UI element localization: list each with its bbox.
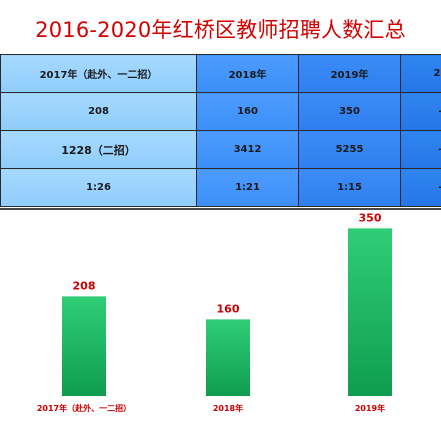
bar-value-label: 350 xyxy=(359,211,382,224)
table-cell: 1:21 xyxy=(196,168,299,207)
table-cell: 2017年（赴外、一二招） xyxy=(0,54,197,93)
table-cell: - xyxy=(400,130,441,169)
bar-chart: 208 2017年（赴外、一二招） 160 2018年 350 2019年 xyxy=(37,211,392,413)
table-cell: 350 xyxy=(298,92,401,131)
table-cell: 2018年 xyxy=(196,54,299,93)
table-cell: - xyxy=(400,168,441,207)
bar-value-label: 160 xyxy=(217,302,240,315)
category-label: 2017年（赴外、一二招） xyxy=(37,403,131,413)
bar xyxy=(348,228,392,396)
page-title: 2016-2020年红桥区教师招聘人数汇总 xyxy=(35,18,406,42)
table-row: 1228（二招） 3412 5255 - xyxy=(0,130,441,169)
table-row: 208 160 350 - xyxy=(0,92,441,131)
table-cell: 2019年 xyxy=(298,54,401,93)
table-cell: 1:26 xyxy=(0,168,197,207)
table-cell: 208 xyxy=(0,92,197,131)
table-header-row: 2017年（赴外、一二招） 2018年 2019年 20 xyxy=(0,54,441,93)
table-cell: 20 xyxy=(400,54,441,93)
bars-group: 208 2017年（赴外、一二招） 160 2018年 350 2019年 xyxy=(37,211,392,413)
table-cell: 1228（二招） xyxy=(0,130,197,169)
bar-value-label: 208 xyxy=(73,279,96,292)
category-label: 2019年 xyxy=(355,403,385,413)
table-cell: - xyxy=(400,92,441,131)
table-cell: 160 xyxy=(196,92,299,131)
bar xyxy=(62,296,106,396)
stats-table: 2017年（赴外、一二招） 2018年 2019年 20 208 160 350… xyxy=(0,54,441,210)
table-cell: 5255 xyxy=(298,130,401,169)
bar xyxy=(206,319,250,396)
category-label: 2018年 xyxy=(213,403,243,413)
table-cell: 3412 xyxy=(196,130,299,169)
table-row: 1:26 1:21 1:15 - xyxy=(0,168,441,207)
table-cell: 1:15 xyxy=(298,168,401,207)
